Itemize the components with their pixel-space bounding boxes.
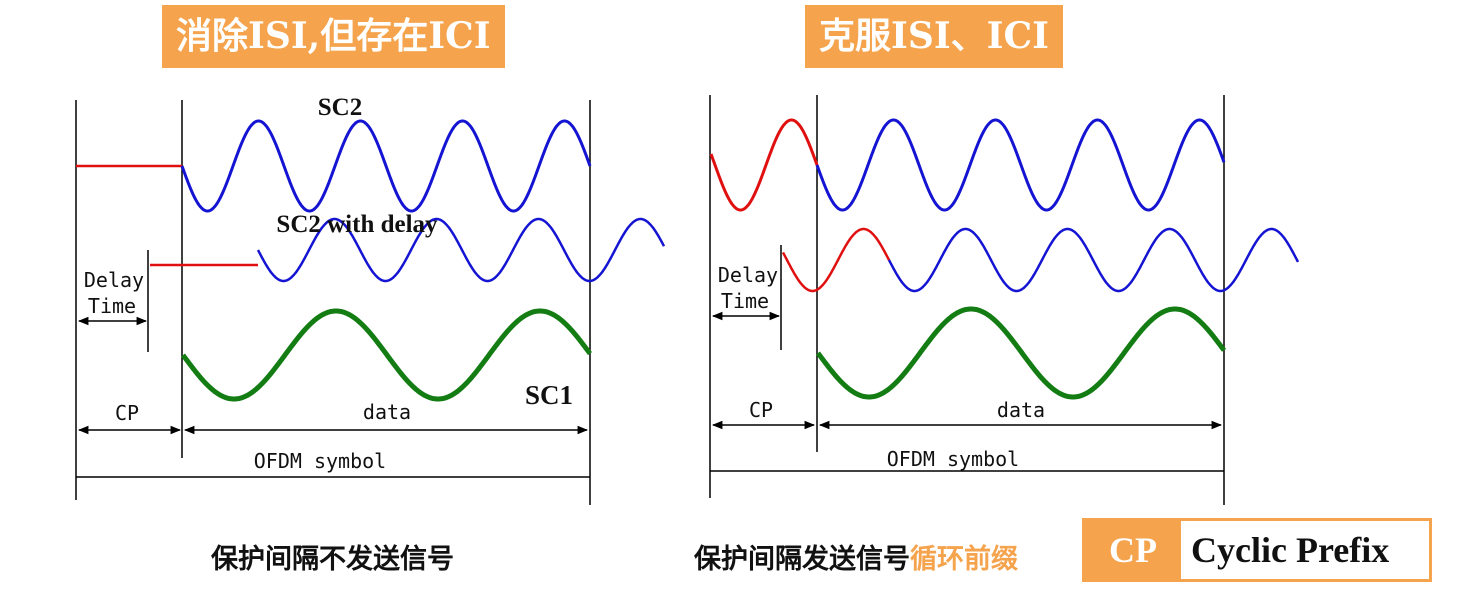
left-delay-label: Delay (84, 268, 144, 292)
left-panel-title: 消除ISI,但存在ICI (162, 5, 505, 68)
cp-legend-full: Cyclic Prefix (1191, 530, 1390, 570)
right-sc2-delayed-wave (887, 227, 1300, 293)
left-sc2-label: SC2 (318, 94, 362, 121)
left-sc1-wave (180, 308, 592, 402)
left-sc2-delayed-wave (256, 217, 666, 283)
right-panel: Delay Time CP data OFDM symbol (709, 95, 1300, 505)
right-delay-label: Delay (718, 263, 778, 287)
left-caption: 保护间隔不发送信号 (211, 544, 454, 575)
right-caption-highlight: 循环前缀 (910, 544, 1018, 575)
right-caption: 保护间隔发送信号循环前缀 (694, 537, 1018, 576)
left-sc2-delay-label: SC2 with delay (276, 211, 438, 238)
cp-legend-box: CP Cyclic Prefix (1082, 518, 1432, 582)
right-sc2-wave (815, 118, 1226, 212)
right-sc2-cyclic-prefix (709, 118, 819, 212)
left-panel: SC2 SC2 with delay SC1 Delay Time CP dat… (75, 94, 666, 505)
right-panel-title: 克服ISI、ICI (805, 5, 1064, 68)
left-time-label: Time (88, 294, 136, 318)
right-caption-main: 保护间隔发送信号 (694, 544, 910, 575)
right-ofdm-symbol-label: OFDM symbol (887, 447, 1019, 471)
right-data-label: data (997, 398, 1045, 422)
right-sc1-wave (815, 306, 1227, 400)
cp-legend-abbr: CP (1085, 521, 1181, 579)
right-cp-label: CP (749, 398, 773, 422)
left-sc2-wave (180, 119, 592, 213)
left-ofdm-symbol-label: OFDM symbol (254, 449, 386, 473)
right-time-label: Time (721, 289, 769, 313)
left-cp-label: CP (115, 401, 139, 425)
left-data-label: data (363, 400, 411, 424)
left-sc1-label: SC1 (525, 380, 573, 410)
right-sc2-delayed-cyclic-prefix (781, 227, 891, 293)
